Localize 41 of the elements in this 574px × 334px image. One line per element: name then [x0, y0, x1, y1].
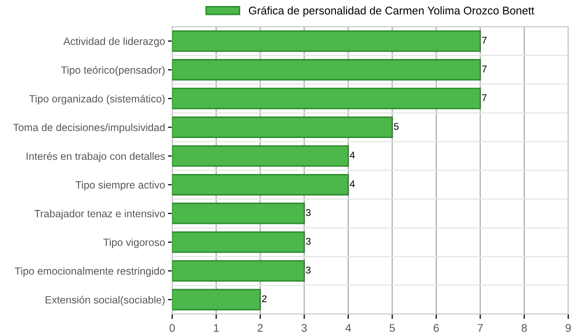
x-tick-label: 1	[214, 324, 219, 332]
bar	[172, 260, 305, 282]
x-tick-label: 3	[302, 324, 307, 332]
data-label: 7	[482, 94, 487, 102]
x-tick-label: 7	[478, 324, 483, 332]
legend-label: Gráfica de personalidad de Carmen Yolima Orozco Bonett	[248, 6, 534, 17]
bar	[172, 145, 349, 167]
x-tick-label: 8	[522, 324, 527, 332]
y-tick-label: Tipo emocionalmente restringido	[14, 267, 165, 277]
x-tick-label: 6	[434, 324, 439, 332]
data-label: 3	[306, 238, 311, 245]
y-tick-label: Toma de decisiones/impulsividad	[13, 123, 165, 134]
data-label: 7	[482, 66, 487, 72]
bar	[172, 288, 261, 310]
data-label: 7	[482, 36, 487, 44]
data-label: 3	[306, 266, 311, 274]
x-tick-label: 2	[258, 324, 263, 332]
bar	[172, 231, 305, 253]
y-tick-label: Interés en trabajo con detalles	[26, 152, 165, 162]
y-tick-label: Tipo siempre activo	[76, 180, 165, 191]
data-label: 4	[350, 152, 355, 158]
x-tick-label: 5	[390, 324, 395, 332]
x-tick-label: 0	[170, 324, 175, 332]
x-tick-label: 4	[345, 324, 351, 332]
data-label: 2	[262, 295, 267, 302]
bar	[172, 202, 305, 224]
y-tick-label: Tipo teórico(pensador)	[61, 66, 165, 76]
data-label: 5	[394, 123, 399, 130]
bar	[172, 30, 481, 52]
bar	[172, 88, 481, 110]
bar	[172, 59, 481, 81]
bar	[172, 116, 393, 138]
y-tick-label: Extensión social(sociable)	[46, 296, 165, 306]
y-tick-label: Trabajador tenaz e intensivo	[34, 210, 165, 220]
y-tick-label: Tipo organizado (sistemático)	[29, 94, 165, 105]
bar	[172, 174, 349, 196]
x-tick-label: 9	[566, 324, 571, 332]
data-label: 4	[350, 180, 355, 188]
y-tick-label: Tipo vigoroso	[103, 238, 165, 248]
y-tick-label: Actividad de liderazgo	[63, 37, 165, 48]
data-label: 3	[306, 209, 311, 216]
